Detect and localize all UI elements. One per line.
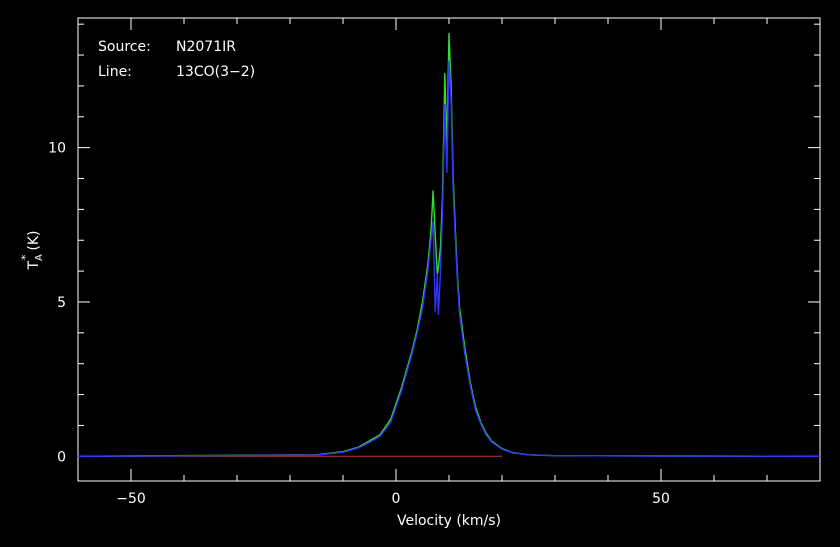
annotation-source-label: Source: <box>98 39 151 55</box>
axis-ticks <box>77 18 821 481</box>
y-tick-label: 0 <box>57 449 66 465</box>
axis-tick-labels: −50 0 50 0 5 10 <box>48 141 670 507</box>
y-tick-label: 10 <box>48 141 66 157</box>
series-group <box>77 32 821 457</box>
annotation-line-value: 13CO(3−2) <box>176 64 255 80</box>
x-tick-label: −50 <box>116 491 146 507</box>
y-axis-label-sub: A <box>34 254 45 261</box>
y-tick-label: 5 <box>57 295 66 311</box>
series-line-blue <box>77 60 821 457</box>
y-axis-label-sup: * <box>19 254 32 260</box>
y-axis-label-main: T <box>26 261 42 271</box>
y-axis-label: TA* (K) <box>19 230 45 270</box>
svg-text:TA*(K): TA* (K) <box>19 230 45 270</box>
annotation-line-label: Line: <box>98 64 132 80</box>
y-axis-label-unit: (K) <box>26 230 42 250</box>
x-axis-label: Velocity (km/s) <box>397 513 501 529</box>
annotation-source-value: N2071IR <box>176 39 236 55</box>
x-tick-label: 50 <box>652 491 670 507</box>
x-tick-label: 0 <box>392 491 401 507</box>
